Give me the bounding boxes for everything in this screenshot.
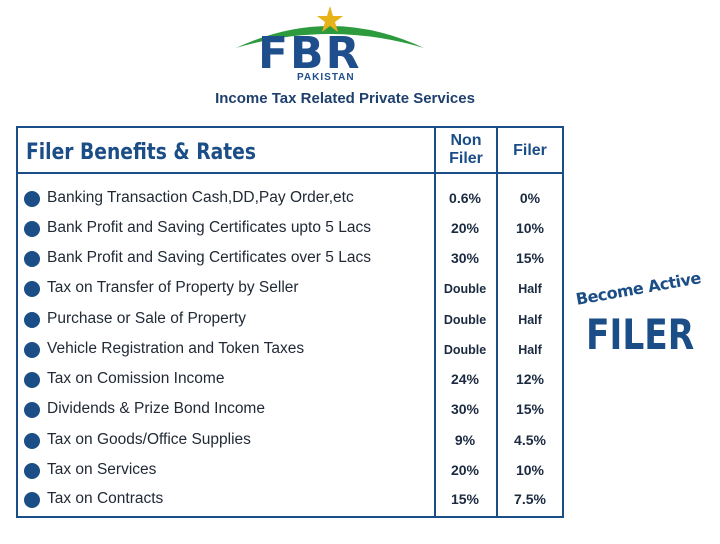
column-divider	[496, 128, 498, 516]
column-header-filer: Filer	[513, 142, 547, 159]
table-row: Tax on Goods/Office Supplies 9% 4.5%	[18, 426, 562, 456]
logo-arc-icon	[236, 26, 424, 48]
filer-rate: 15%	[515, 401, 545, 417]
nonfiler-rate: Double	[443, 282, 487, 296]
nonfiler-rate: 30%	[450, 401, 480, 417]
row-label: Banking Transaction Cash,DD,Pay Order,et…	[47, 189, 354, 206]
column-header-nonfiler: Non Filer	[436, 132, 496, 168]
nonfiler-rate: 9%	[454, 432, 476, 448]
row-label: Dividends & Prize Bond Income	[47, 400, 265, 417]
nonfiler-rate: 15%	[450, 491, 480, 507]
table-row: Bank Profit and Saving Certificates over…	[18, 244, 562, 274]
bullet-icon	[24, 402, 40, 418]
bullet-icon	[24, 281, 40, 297]
filer-rate: Half	[518, 282, 542, 296]
nonfiler-rate: 20%	[450, 462, 480, 478]
bullet-icon	[24, 342, 40, 358]
row-label: Tax on Contracts	[47, 490, 164, 507]
bullet-icon	[24, 372, 40, 388]
row-label: Tax on Comission Income	[47, 370, 225, 387]
filer-rate: 10%	[515, 220, 545, 236]
header-divider	[18, 172, 562, 174]
row-label: Bank Profit and Saving Certificates upto…	[47, 219, 371, 236]
logo-subtext: PAKISTAN	[297, 72, 355, 83]
table-title: Filer Benefits & Rates	[26, 140, 256, 165]
table-row: Banking Transaction Cash,DD,Pay Order,et…	[18, 184, 562, 214]
bullet-icon	[24, 463, 40, 479]
filer-rate: 12%	[515, 371, 545, 387]
filer-rate: 10%	[515, 462, 545, 478]
filer-rate: 0%	[519, 190, 541, 206]
filer-rate: Half	[518, 343, 542, 357]
row-label: Tax on Goods/Office Supplies	[47, 431, 251, 448]
nonfiler-rate: Double	[443, 313, 487, 327]
star-icon	[317, 6, 343, 32]
table-row: Bank Profit and Saving Certificates upto…	[18, 214, 562, 244]
table-row: Tax on Comission Income 24% 12%	[18, 365, 562, 395]
nonfiler-rate: 0.6%	[449, 190, 481, 206]
column-header-nonfiler-line2: Filer	[449, 150, 483, 167]
nonfiler-rate: 20%	[450, 220, 480, 236]
row-label: Tax on Transfer of Property by Seller	[47, 279, 299, 296]
row-label: Tax on Services	[47, 461, 157, 478]
column-divider	[434, 128, 436, 516]
bullet-icon	[24, 433, 40, 449]
nonfiler-rate: 30%	[450, 250, 480, 266]
table-row: Tax on Contracts 15% 7.5%	[18, 485, 562, 515]
bullet-icon	[24, 492, 40, 508]
bullet-icon	[24, 221, 40, 237]
table-row: Tax on Transfer of Property by Seller Dou…	[18, 274, 562, 304]
bullet-icon	[24, 191, 40, 207]
filer-rate: 15%	[515, 250, 545, 266]
rates-table: Filer Benefits & Rates Non Filer Filer B…	[16, 126, 564, 518]
filer-rate: Half	[518, 313, 542, 327]
promo-tagline: Become Active	[574, 268, 703, 309]
bullet-icon	[24, 312, 40, 328]
nonfiler-rate: 24%	[450, 371, 480, 387]
page-subtitle: Income Tax Related Private Services	[215, 90, 475, 107]
row-label: Purchase or Sale of Property	[47, 310, 247, 327]
table-row: Tax on Services 20% 10%	[18, 456, 562, 486]
bullet-icon	[24, 251, 40, 267]
promo-filer: FILER	[586, 310, 695, 359]
filer-rate: 7.5%	[514, 491, 546, 507]
table-row: Dividends & Prize Bond Income 30% 15%	[18, 395, 562, 425]
logo-text: FBR	[258, 28, 362, 79]
row-label: Bank Profit and Saving Certificates over…	[47, 249, 371, 266]
row-label: Vehicle Registration and Token Taxes	[47, 340, 305, 357]
fbr-logo	[236, 6, 424, 48]
nonfiler-rate: Double	[443, 343, 487, 357]
table-row: Vehicle Registration and Token Taxes Doub…	[18, 335, 562, 365]
column-header-nonfiler-line1: Non	[450, 132, 482, 149]
table-row: Purchase or Sale of Property Double Half	[18, 305, 562, 335]
filer-rate: 4.5%	[514, 432, 546, 448]
